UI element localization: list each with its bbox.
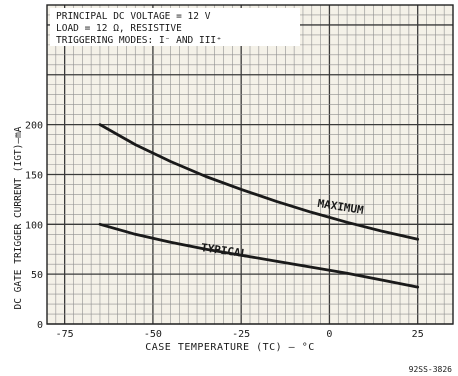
- series-line-typical: [98, 222, 420, 289]
- x-tick-label: 0: [326, 329, 332, 340]
- figure-number: 92SS-3826: [409, 365, 453, 374]
- condition-line-3: TRIGGERING MODES: I⁻ AND III⁺: [56, 35, 222, 46]
- y-tick-label: 0: [37, 320, 43, 331]
- y-tick-label: 100: [25, 220, 43, 231]
- x-axis-label: CASE TEMPERATURE (TC) — °C: [145, 342, 315, 353]
- y-tick-label: 150: [25, 170, 43, 181]
- x-tick-label: -25: [232, 329, 250, 340]
- x-tick-label: -50: [144, 329, 162, 340]
- y-tick-label: 200: [25, 121, 43, 132]
- x-tick-label: 25: [412, 329, 424, 340]
- y-tick-label: 50: [31, 270, 43, 281]
- series-label-typical: TYPICAL: [200, 241, 248, 260]
- tick-labels: -75 -50 -25 0 25 0 50 100 150 200: [25, 121, 424, 340]
- y-axis-label: DC GATE TRIGGER CURRENT (IGT)—mA: [13, 126, 24, 309]
- plot-frame: [46, 4, 454, 325]
- condition-line-1: PRINCIPAL DC VOLTAGE = 12 V: [56, 11, 211, 22]
- conditions-box: [50, 8, 300, 46]
- condition-line-2: LOAD = 12 Ω, RESISTIVE: [56, 23, 182, 34]
- series-line-maximum: [98, 123, 420, 241]
- x-tick-label: -75: [56, 329, 74, 340]
